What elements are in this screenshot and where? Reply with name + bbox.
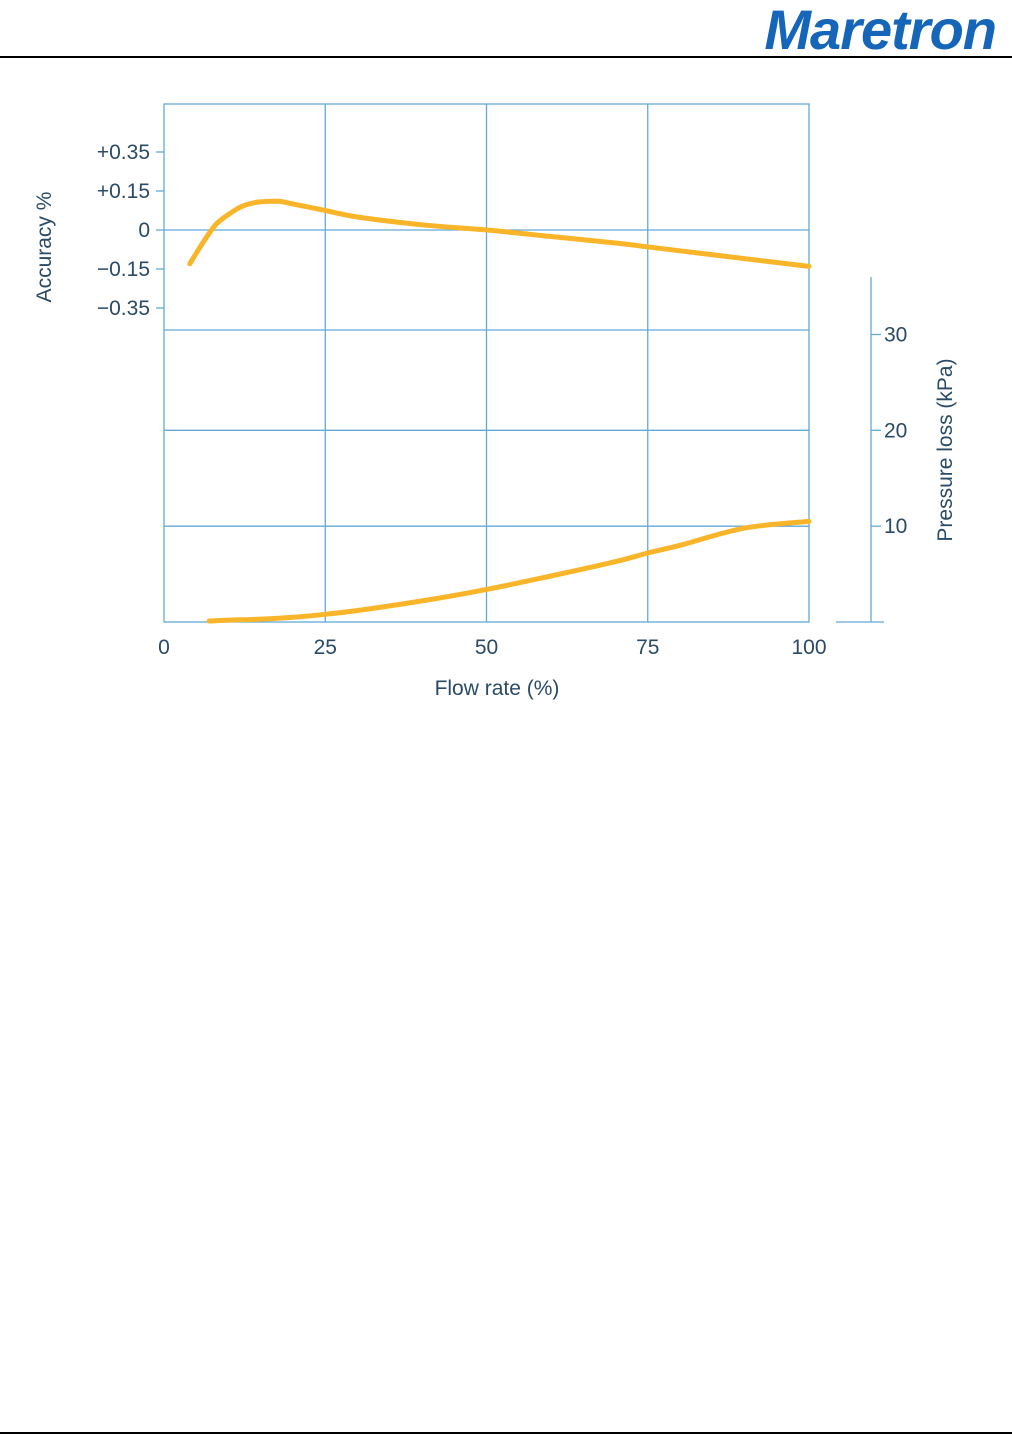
x-tick-label: 50	[475, 636, 498, 659]
x-tick-label: 25	[314, 636, 337, 659]
accuracy-tick-label: −0.15	[97, 258, 150, 281]
x-tick-label: 75	[636, 636, 659, 659]
pressure-tick-label: 30	[884, 324, 907, 347]
pressure-curve	[206, 518, 812, 624]
x-axis-title: Flow rate (%)	[435, 677, 560, 700]
accuracy-tick-label: 0	[138, 219, 150, 242]
header-divider	[0, 56, 1012, 58]
pressure-tick-label: 10	[884, 515, 907, 538]
pressure-tick-label: 20	[884, 419, 907, 442]
chart-grid	[163, 103, 810, 623]
accuracy-axis-title: Accuracy %	[33, 192, 56, 303]
chart-curves	[187, 198, 812, 624]
pressure-axis-title: Pressure loss (kPa)	[934, 358, 957, 541]
accuracy-curve	[187, 198, 812, 269]
accuracy-tick-label: +0.35	[97, 141, 150, 164]
footer-divider	[0, 1432, 1012, 1434]
x-tick-label: 0	[158, 636, 170, 659]
brand-logo: Maretron	[764, 0, 997, 61]
accuracy-tick-label: +0.15	[97, 180, 150, 203]
accuracy-tick-label: −0.35	[97, 297, 150, 320]
x-tick-label: 100	[791, 636, 826, 659]
